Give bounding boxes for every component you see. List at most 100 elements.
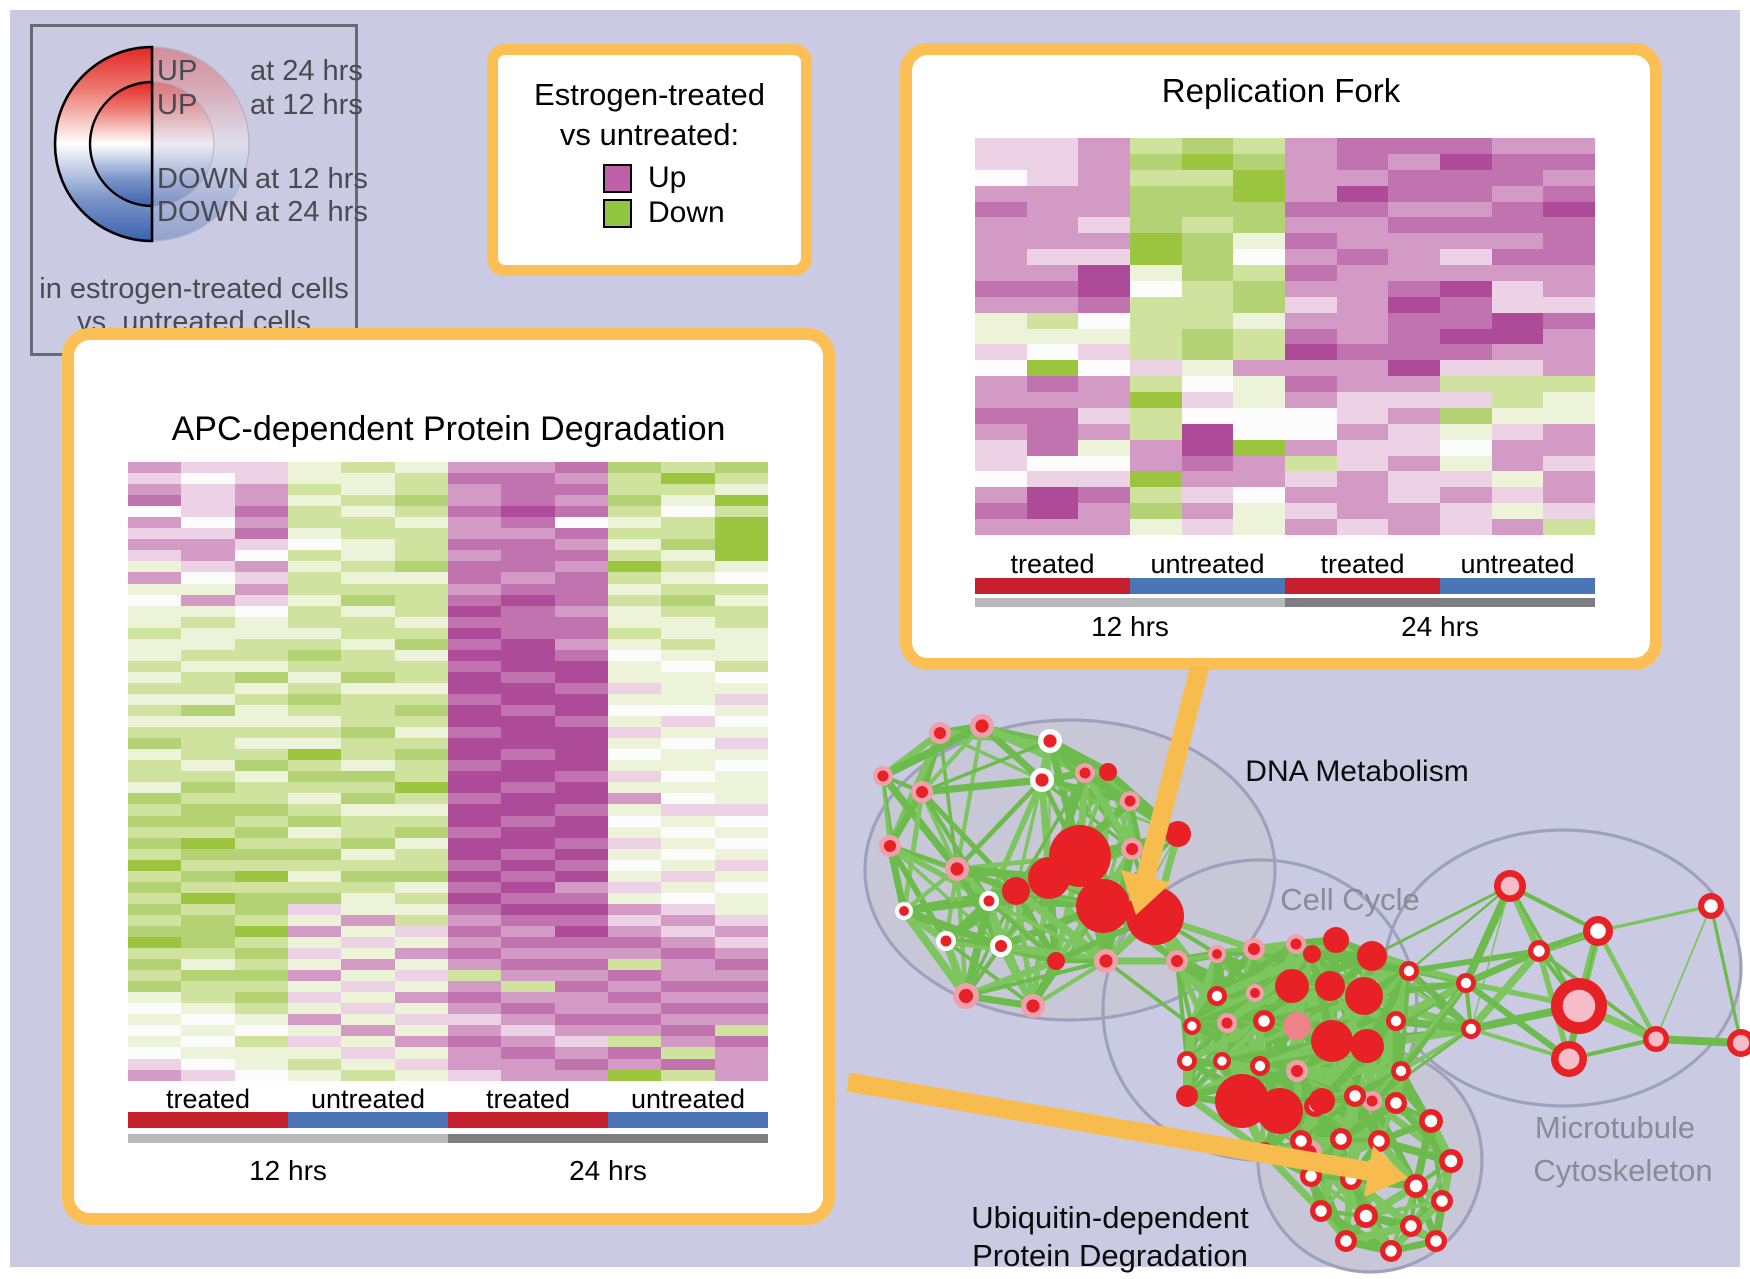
heatmap-cell: [501, 660, 555, 672]
heatmap-cell: [607, 616, 662, 628]
heatmap-cell: [234, 981, 288, 993]
heatmap-cell: [661, 782, 715, 794]
network-edge: [1370, 981, 1468, 1103]
heatmap-cell: [607, 517, 662, 529]
heatmap-cell: [234, 937, 288, 949]
heatmap-cell: [1491, 376, 1544, 392]
heatmap-cell: [1543, 487, 1596, 504]
network-node-core: [1170, 954, 1184, 968]
heatmap-cell: [554, 462, 608, 474]
heatmap-row: [975, 407, 1596, 424]
heatmap-cell: [128, 793, 182, 805]
heatmap-cell: [394, 815, 448, 827]
heatmap-cell: [607, 716, 662, 728]
network-node-core: [940, 935, 952, 947]
heatmap-cell: [714, 738, 768, 750]
network-node-core: [1079, 767, 1091, 779]
heatmap-cell: [607, 826, 662, 838]
heatmap-cell: [181, 959, 235, 971]
heatmap-cell: [234, 914, 288, 926]
heatmap-cell: [341, 528, 395, 540]
heatmap-cell: [447, 749, 502, 761]
heatmap-cell: [1078, 153, 1131, 170]
heatmap-cell: [234, 550, 288, 562]
heatmap-cell: [234, 793, 288, 805]
heatmap-cell: [234, 948, 288, 960]
heatmap-cell: [661, 848, 715, 860]
heatmap-cell: [554, 992, 608, 1004]
heatmap-cell: [714, 793, 768, 805]
heatmap-cell: [287, 649, 342, 661]
heatmap-cell: [1130, 153, 1182, 170]
heatmap-cell: [1491, 185, 1544, 202]
heatmap-cell: [714, 1025, 768, 1037]
heatmap-cell: [287, 1069, 342, 1081]
network-edge: [920, 724, 984, 794]
heatmap-cell: [1026, 328, 1079, 345]
heatmap-cell: [287, 682, 342, 694]
heatmap-cell: [1233, 153, 1286, 170]
heatmap-cell: [341, 848, 395, 860]
heatmap-cell: [447, 561, 502, 573]
heatmap-cell: [341, 583, 395, 595]
heatmap-cell: [501, 583, 555, 595]
heatmap-cell: [1440, 471, 1492, 488]
heatmap-cell: [1440, 487, 1492, 504]
heatmap-cell: [234, 660, 288, 672]
group-label-treated-12: treated: [165, 1084, 251, 1114]
heatmap-cell: [975, 487, 1027, 504]
heatmap-cell: [1026, 296, 1079, 313]
heatmap-cell: [394, 727, 448, 739]
heatmap-cell: [128, 782, 182, 794]
network-edge: [886, 845, 908, 912]
heatmap-cell: [341, 627, 395, 639]
heatmap-cell: [234, 716, 288, 728]
heatmap-cell: [287, 948, 342, 960]
heatmap-cell: [181, 804, 235, 816]
heatmap-cell: [1543, 407, 1596, 424]
heatmap-cell: [607, 782, 662, 794]
heatmap-cell: [447, 716, 502, 728]
heatmap-cell: [181, 738, 235, 750]
heatmap-cell: [714, 1003, 768, 1015]
heatmap-cell: [1336, 280, 1389, 297]
heatmap-cell: [1491, 392, 1544, 408]
heatmap-cell: [661, 760, 715, 772]
heatmap-cell: [554, 716, 608, 728]
heatmap-cell: [501, 948, 555, 960]
heatmap-cell: [661, 462, 715, 474]
heatmap-row: [128, 793, 768, 805]
heatmap-cell: [1285, 217, 1337, 234]
heatmap-row: [128, 1025, 768, 1037]
heatmap-cell: [287, 782, 342, 794]
apc-time-labels: 12 hrs 24 hrs: [128, 1155, 768, 1187]
heatmap-cell: [661, 815, 715, 827]
heatmap-row: [128, 738, 768, 750]
heatmap-cell: [394, 793, 448, 805]
heatmap-cell: [1440, 201, 1492, 218]
heatmap-row: [128, 870, 768, 882]
network-node-core: [915, 785, 929, 799]
heatmap-cell: [181, 1069, 235, 1081]
heatmap-cell: [661, 1058, 715, 1070]
heatmap-cell: [607, 561, 662, 573]
heatmap-cell: [607, 870, 662, 882]
heatmap-cell: [1078, 233, 1131, 250]
heatmap-cell: [554, 837, 608, 849]
heatmap-cell: [128, 1036, 182, 1048]
heatmap-cell: [234, 892, 288, 904]
heatmap-cell: [181, 539, 235, 551]
network-edge: [1406, 968, 1474, 1032]
untreated-bar: [1130, 578, 1285, 594]
heatmap-cell: [287, 671, 342, 683]
heatmap-cell: [341, 1036, 395, 1048]
heatmap-cell: [554, 572, 608, 584]
heatmap-cell: [1078, 280, 1131, 297]
heatmap-cell: [714, 727, 768, 739]
heatmap-cell: [501, 760, 555, 772]
heatmap-cell: [447, 528, 502, 540]
heatmap-cell: [501, 550, 555, 562]
heatmap-cell: [1130, 217, 1182, 234]
heatmap-cell: [128, 914, 182, 926]
heatmap-cell: [1026, 439, 1079, 456]
